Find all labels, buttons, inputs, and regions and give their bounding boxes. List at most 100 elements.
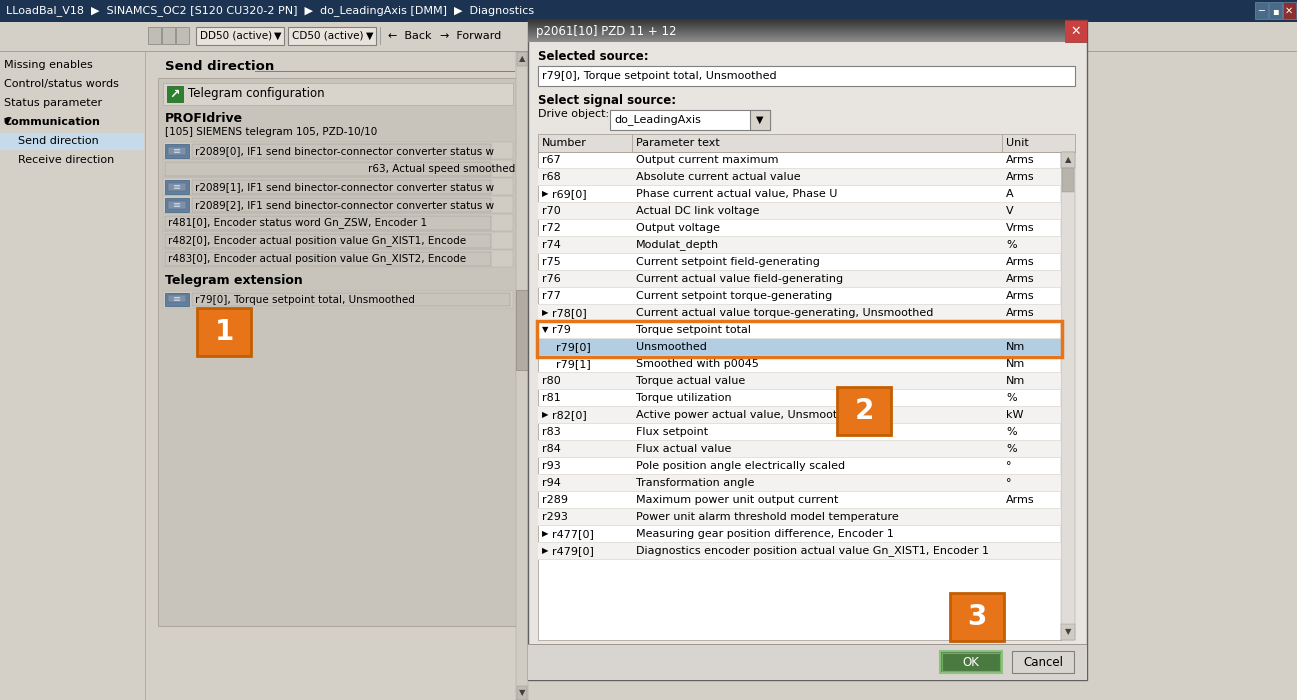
Text: ▲: ▲ — [1065, 155, 1071, 164]
Text: ▲: ▲ — [519, 55, 525, 64]
Text: r84: r84 — [542, 444, 560, 454]
Text: r94: r94 — [542, 478, 560, 488]
Bar — [165, 144, 189, 158]
Text: ✕: ✕ — [1071, 25, 1082, 38]
Bar — [0, 51, 1297, 52]
Bar — [518, 686, 527, 700]
Bar — [538, 407, 1061, 424]
Text: ▼: ▼ — [756, 115, 764, 125]
Text: Selected source:: Selected source: — [538, 50, 648, 63]
Text: Status parameter: Status parameter — [4, 98, 102, 108]
Text: ▼: ▼ — [4, 117, 10, 126]
Bar — [538, 441, 1061, 458]
Text: r72: r72 — [542, 223, 560, 233]
Text: r63, Actual speed smoothed: r63, Actual speed smoothed — [368, 164, 515, 174]
Text: Missing enables: Missing enables — [4, 60, 93, 70]
Bar — [538, 543, 1061, 560]
Text: r80: r80 — [542, 376, 560, 386]
Bar — [538, 423, 1061, 424]
Text: ▶: ▶ — [542, 547, 549, 556]
Text: r70: r70 — [542, 206, 560, 216]
Text: r477[0]: r477[0] — [553, 529, 594, 539]
Text: Torque actual value: Torque actual value — [636, 376, 746, 386]
Text: →  Forward: → Forward — [440, 31, 501, 41]
Text: Absolute current actual value: Absolute current actual value — [636, 172, 800, 182]
Bar — [528, 41, 1065, 42]
Bar — [165, 162, 492, 176]
Bar — [538, 270, 1061, 271]
Bar — [528, 644, 1087, 680]
Text: r2089[1], IF1 send binector-connector converter status w: r2089[1], IF1 send binector-connector co… — [195, 182, 494, 192]
Text: CD50 (active): CD50 (active) — [292, 31, 363, 41]
Text: ▶: ▶ — [542, 410, 549, 419]
Bar — [538, 440, 1061, 441]
Text: ▶: ▶ — [542, 529, 549, 538]
Text: %: % — [1006, 444, 1017, 454]
Text: Parameter text: Parameter text — [636, 138, 720, 148]
Text: LLoadBal_V18  ▶  SINAMCS_OC2 [S120 CU320-2 PN]  ▶  do_LeadingAxis [DMM]  ▶  Diag: LLoadBal_V18 ▶ SINAMCS_OC2 [S120 CU320-2… — [6, 6, 534, 17]
Text: Telegram configuration: Telegram configuration — [188, 88, 324, 101]
Text: Telegram extension: Telegram extension — [165, 274, 302, 287]
Bar — [192, 293, 510, 306]
Bar — [528, 30, 1065, 31]
Bar — [538, 542, 1061, 543]
Bar — [163, 214, 514, 231]
Text: Transformation angle: Transformation angle — [636, 478, 755, 488]
Bar — [528, 34, 1065, 35]
Text: Pole position angle electrically scaled: Pole position angle electrically scaled — [636, 461, 846, 471]
Bar — [163, 83, 514, 105]
Bar — [528, 32, 1065, 33]
Bar — [538, 236, 1061, 237]
Text: r79: r79 — [553, 325, 571, 335]
Bar — [538, 253, 1061, 254]
Bar — [538, 559, 1061, 560]
Text: r82[0]: r82[0] — [553, 410, 586, 420]
Text: ←  Back: ← Back — [388, 31, 432, 41]
Bar — [165, 293, 189, 306]
Text: Send direction: Send direction — [165, 60, 274, 73]
Text: Vrms: Vrms — [1006, 223, 1035, 233]
Text: Output voltage: Output voltage — [636, 223, 720, 233]
Text: Nm: Nm — [1006, 376, 1025, 386]
Text: r289: r289 — [542, 495, 568, 505]
Bar — [538, 389, 1061, 390]
Bar — [528, 31, 1065, 32]
Bar — [538, 339, 1061, 356]
Text: %: % — [1006, 240, 1017, 250]
Bar — [750, 110, 770, 130]
Text: ▶: ▶ — [542, 309, 549, 318]
Text: r69[0]: r69[0] — [553, 189, 586, 199]
Text: ≡: ≡ — [173, 200, 182, 210]
Text: Phase current actual value, Phase U: Phase current actual value, Phase U — [636, 189, 838, 199]
Text: ≡: ≡ — [173, 146, 182, 156]
Bar — [610, 110, 770, 130]
Text: 2: 2 — [855, 397, 874, 425]
Bar — [528, 36, 1065, 37]
Bar — [538, 338, 1061, 339]
Bar — [538, 168, 1061, 169]
Bar — [528, 29, 1065, 30]
Bar — [256, 71, 515, 72]
Text: r483[0], Encoder actual position value Gn_XIST2, Encode: r483[0], Encoder actual position value G… — [169, 253, 466, 265]
Text: r76: r76 — [542, 274, 560, 284]
Bar — [516, 52, 528, 700]
Text: Measuring gear position difference, Encoder 1: Measuring gear position difference, Enco… — [636, 529, 894, 539]
Bar — [163, 291, 514, 308]
Bar — [537, 321, 1062, 357]
Text: Arms: Arms — [1006, 274, 1035, 284]
Bar — [1283, 2, 1296, 19]
Bar — [145, 52, 528, 700]
Text: Number: Number — [542, 138, 586, 148]
Text: do_LeadingAxis: do_LeadingAxis — [613, 115, 700, 125]
Text: ▼: ▼ — [366, 31, 374, 41]
Text: ─: ─ — [1258, 6, 1265, 16]
Bar — [538, 525, 1061, 526]
Text: r67: r67 — [542, 155, 560, 165]
Text: %: % — [1006, 393, 1017, 403]
Text: r93: r93 — [542, 461, 560, 471]
Bar — [518, 52, 527, 66]
Text: Modulat_depth: Modulat_depth — [636, 239, 719, 251]
Bar — [148, 27, 161, 44]
Text: °: ° — [1006, 461, 1012, 471]
Bar — [538, 202, 1061, 203]
